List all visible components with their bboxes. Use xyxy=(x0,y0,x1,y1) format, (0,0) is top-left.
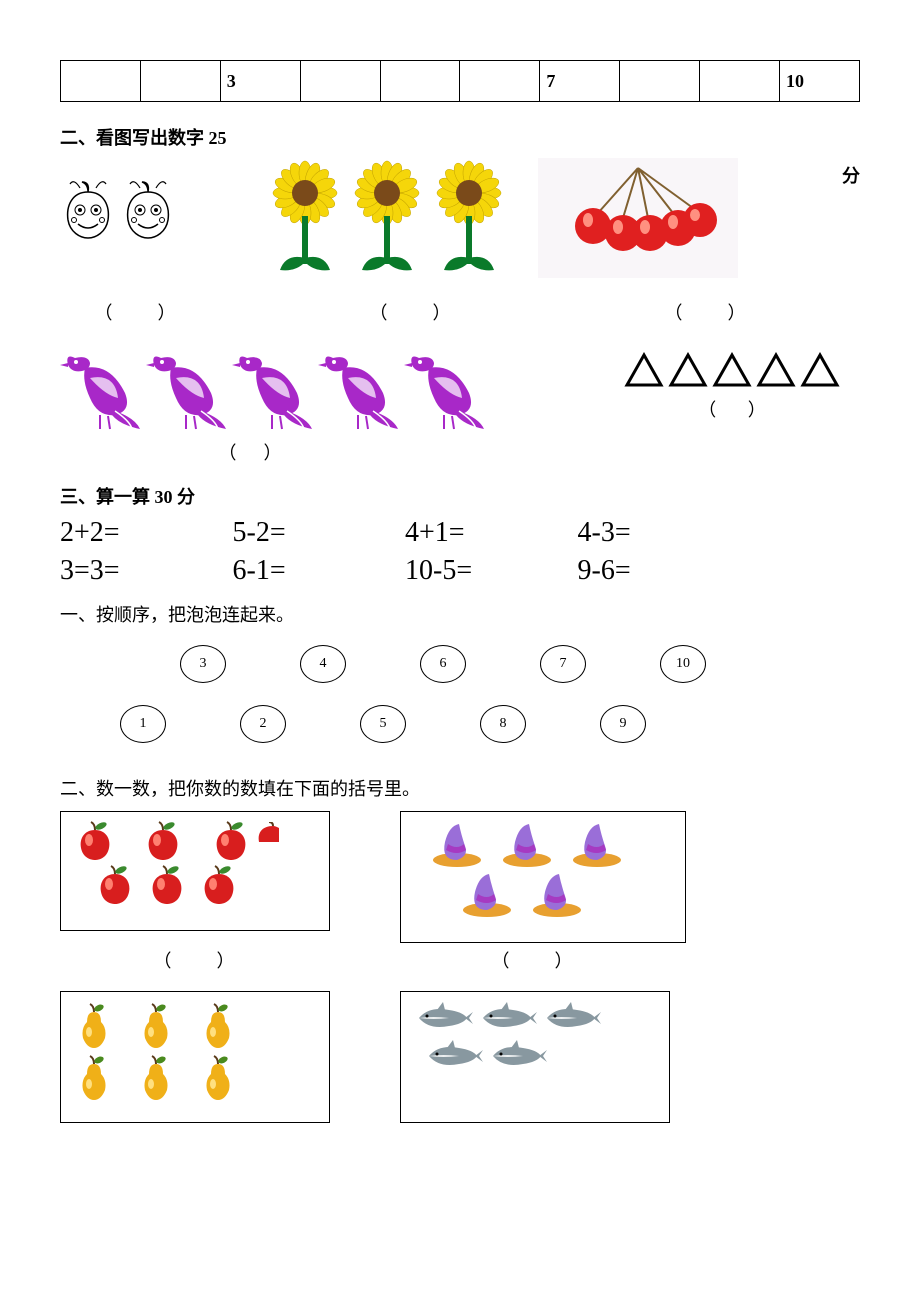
number-cell xyxy=(460,61,540,102)
triangle-icon xyxy=(624,352,664,388)
witch-hat-icon xyxy=(461,872,513,918)
bubble-8: 8 xyxy=(480,705,526,743)
count-box-apples xyxy=(60,811,330,931)
apple-icon xyxy=(211,820,251,862)
calc-problem: 10-5= xyxy=(405,555,568,587)
paren-birds: （ ） xyxy=(60,439,440,465)
bubbles-area: 3 4 6 7 10 1 2 5 8 9 xyxy=(60,635,860,755)
group-birds xyxy=(60,343,486,431)
triangle-icon xyxy=(712,352,752,388)
section-3-title: 三、算一算 30 分 xyxy=(60,483,860,509)
triangle-icon xyxy=(668,352,708,388)
calc-problem: 9-6= xyxy=(578,555,741,587)
number-cell xyxy=(380,61,460,102)
bird-icon xyxy=(404,343,486,431)
section-2-fen: 分 xyxy=(842,162,860,188)
shark-icon xyxy=(543,1002,601,1034)
number-cell xyxy=(620,61,700,102)
paren-sunflowers: （ ） xyxy=(290,299,530,325)
paren-count-hats: （ ） xyxy=(398,947,666,973)
count-box-hats xyxy=(400,811,686,943)
bird-icon xyxy=(146,343,228,431)
bubble-5: 5 xyxy=(360,705,406,743)
count-box-sharks xyxy=(400,991,670,1123)
bubble-7: 7 xyxy=(540,645,586,683)
calc-problem: 2+2= xyxy=(60,517,223,549)
witch-hat-icon xyxy=(501,822,553,868)
count-box-pears xyxy=(60,991,330,1123)
number-cell: 7 xyxy=(540,61,620,102)
apple-icon xyxy=(95,864,135,906)
apple-face-icon xyxy=(120,178,176,240)
group-sunflowers xyxy=(266,158,508,278)
calc-problem: 3=3= xyxy=(60,555,223,587)
pear-icon xyxy=(137,1002,175,1050)
number-cell: 10 xyxy=(780,61,860,102)
bird-icon xyxy=(232,343,314,431)
calc-problem: 6-1= xyxy=(233,555,396,587)
apple-half-icon xyxy=(253,822,293,842)
pear-icon xyxy=(75,1002,113,1050)
sunflower-icon xyxy=(266,158,344,278)
bird-icon xyxy=(318,343,400,431)
cherries-icon xyxy=(538,158,738,278)
bubble-9: 9 xyxy=(600,705,646,743)
bubble-2: 2 xyxy=(240,705,286,743)
bubble-1: 1 xyxy=(120,705,166,743)
pear-icon xyxy=(199,1054,237,1102)
apple-icon xyxy=(199,864,239,906)
calc-problem: 4+1= xyxy=(405,517,568,549)
paren-apples: （ ） xyxy=(60,299,210,325)
number-cell xyxy=(700,61,780,102)
count-title: 二、数一数，把你数的数填在下面的括号里。 xyxy=(60,775,860,801)
number-cell xyxy=(61,61,141,102)
apple-face-icon xyxy=(60,178,116,240)
bird-icon xyxy=(60,343,142,431)
paren-count-apples: （ ） xyxy=(60,947,328,973)
group-triangles: （ ） xyxy=(624,352,840,422)
apple-icon xyxy=(147,864,187,906)
group-apple-faces xyxy=(60,178,176,240)
paren-triangles: （ ） xyxy=(698,396,766,422)
shark-icon xyxy=(479,1002,537,1034)
shark-icon xyxy=(415,1002,473,1034)
pear-icon xyxy=(199,1002,237,1050)
group-cherries xyxy=(538,158,738,283)
shark-icon xyxy=(425,1040,483,1072)
calc-problem: 4-3= xyxy=(578,517,741,549)
bubble-6: 6 xyxy=(420,645,466,683)
calc-grid: 2+2= 5-2= 4+1= 4-3= 3=3= 6-1= 10-5= 9-6= xyxy=(60,517,740,587)
apple-icon xyxy=(75,820,115,862)
sunflower-icon xyxy=(348,158,426,278)
bubble-4: 4 xyxy=(300,645,346,683)
paren-cherries: （ ） xyxy=(590,299,820,325)
bubble-3: 3 xyxy=(180,645,226,683)
pear-icon xyxy=(75,1054,113,1102)
shark-icon xyxy=(489,1040,547,1072)
bubbles-title: 一、按顺序，把泡泡连起来。 xyxy=(60,601,860,627)
number-cell: 3 xyxy=(220,61,300,102)
sunflower-icon xyxy=(430,158,508,278)
triangle-icon xyxy=(756,352,796,388)
triangle-icon xyxy=(800,352,840,388)
number-cell xyxy=(140,61,220,102)
number-sequence-table: 3 7 10 xyxy=(60,60,860,102)
witch-hat-icon xyxy=(431,822,483,868)
section-2-title: 二、看图写出数字 25 xyxy=(60,124,227,150)
witch-hat-icon xyxy=(571,822,623,868)
witch-hat-icon xyxy=(531,872,583,918)
number-cell xyxy=(300,61,380,102)
apple-icon xyxy=(143,820,183,862)
bubble-10: 10 xyxy=(660,645,706,683)
pear-icon xyxy=(137,1054,175,1102)
calc-problem: 5-2= xyxy=(233,517,396,549)
